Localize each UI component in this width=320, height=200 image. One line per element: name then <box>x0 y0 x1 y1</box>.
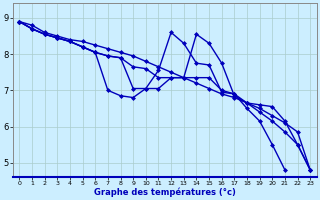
X-axis label: Graphe des températures (°c): Graphe des températures (°c) <box>94 187 236 197</box>
